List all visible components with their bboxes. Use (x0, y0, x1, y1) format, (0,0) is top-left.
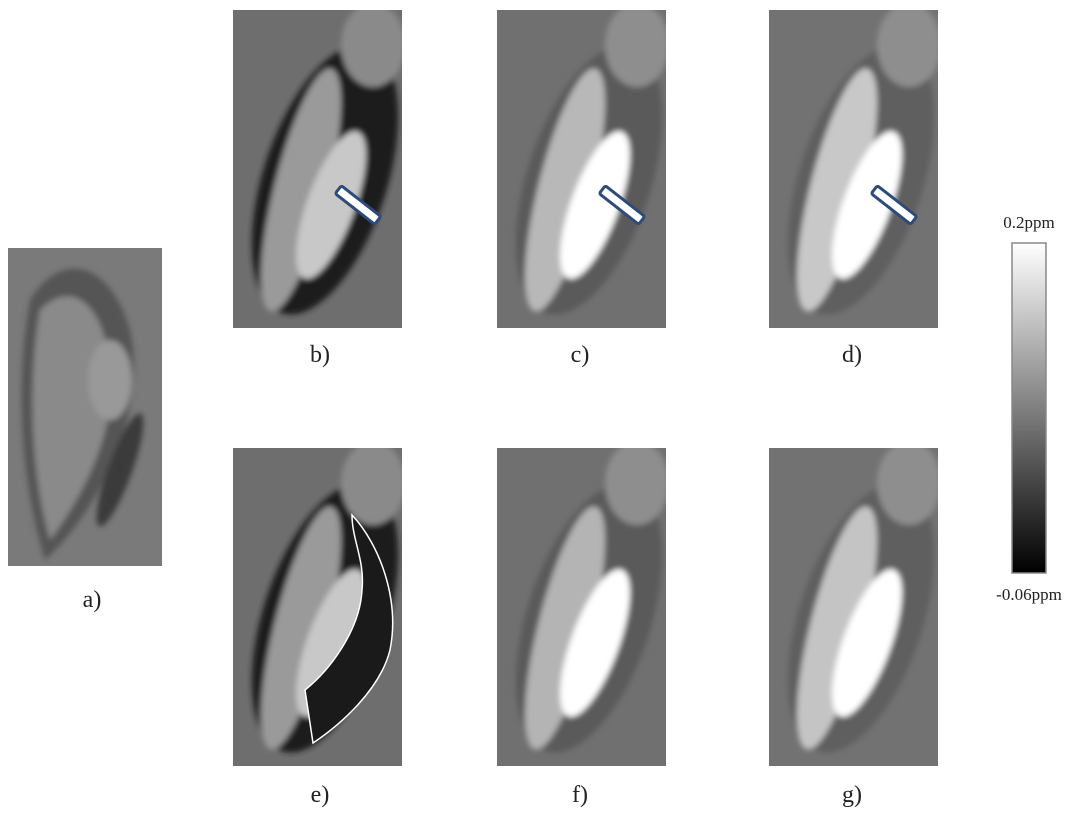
colorbar (1012, 243, 1046, 573)
panel-label: d) (842, 342, 862, 368)
figure: a) b) c) d) e) f) g) 0.2ppm -0.06ppm (0, 0, 1076, 819)
image (759, 441, 963, 770)
colorbar-min-label: -0.06ppm (996, 585, 1062, 604)
image (487, 3, 691, 332)
image (759, 3, 963, 332)
image (487, 441, 691, 770)
panel-label: g) (842, 782, 862, 808)
panel-a (8, 248, 162, 566)
panel-label: b) (310, 342, 330, 368)
panel-label: c) (571, 342, 590, 368)
panel-label: f) (572, 782, 588, 808)
colorbar-max-label: 0.2ppm (1003, 213, 1054, 232)
panel-label: e) (311, 782, 330, 808)
image (223, 3, 427, 332)
panel-label: a) (83, 587, 102, 613)
